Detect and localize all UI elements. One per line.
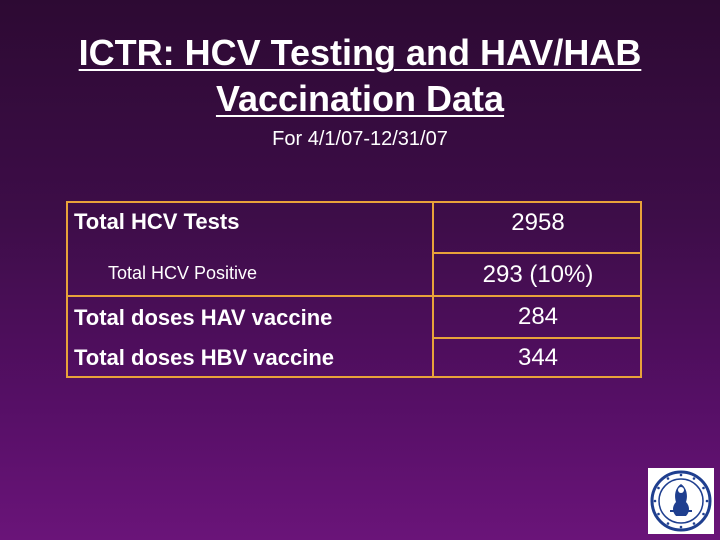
value-total-hcv-tests: 2958 <box>511 209 565 236</box>
label-total-hcv-tests: Total HCV Tests <box>74 209 240 234</box>
slide-title: ICTR: HCV Testing and HAV/HAB Vaccinatio… <box>0 30 720 122</box>
value-total-doses-hav: 284 <box>517 303 559 330</box>
label-total-doses-hbv: Total doses HBV vaccine <box>74 345 335 370</box>
value-total-hcv-positive: 293 (10%) <box>482 261 594 288</box>
label-total-doses-hav: Total doses HAV vaccine <box>74 305 333 330</box>
slide-subtitle: For 4/1/07-12/31/07 <box>272 128 448 150</box>
title-line-1: ICTR: HCV Testing and HAV/HAB <box>78 32 642 73</box>
data-table: Total HCV Tests Total HCV Positive Total… <box>66 201 642 378</box>
university-seal-icon <box>648 468 714 534</box>
table-divider-vertical <box>432 201 434 378</box>
label-total-hcv-positive: Total HCV Positive <box>108 263 258 283</box>
value-total-doses-hbv: 344 <box>517 344 559 371</box>
table-cell-label-bottom <box>66 295 434 378</box>
title-line-2: Vaccination Data <box>215 78 505 119</box>
